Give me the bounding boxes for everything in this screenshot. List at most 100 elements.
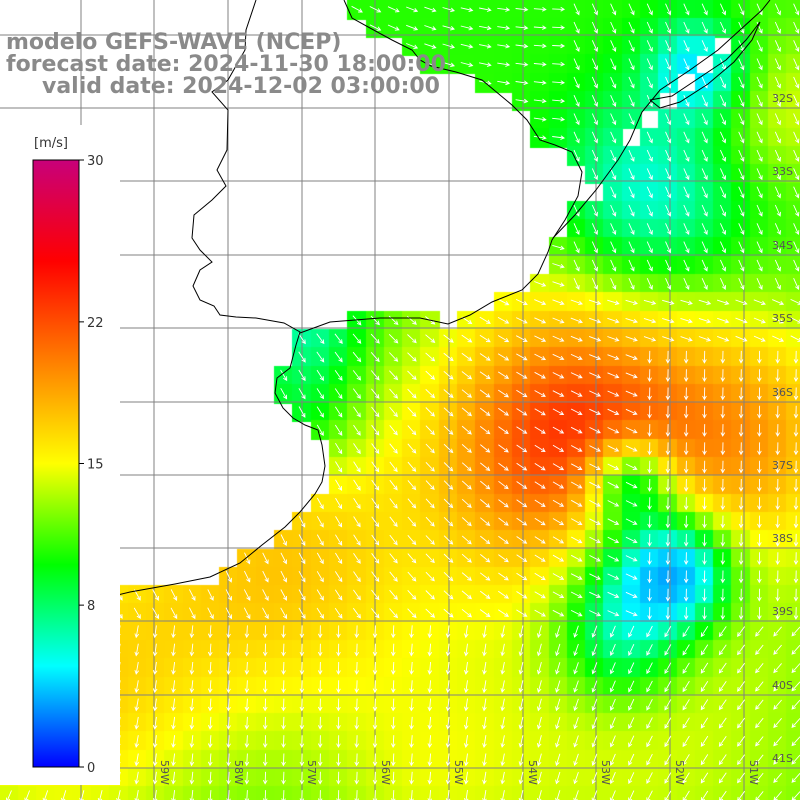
wind-arrow [701,186,708,199]
wind-arrow [628,259,635,272]
wind-arrow [281,790,286,800]
wind-arrow [189,753,195,767]
wind-arrow [281,680,286,694]
wind-arrow [610,223,617,236]
wind-arrow [443,553,454,563]
wind-arrow [534,499,546,508]
wind-arrow [628,790,635,800]
wind-arrow [498,407,509,416]
wind-arrow [152,680,158,694]
wind-arrow [479,62,492,67]
wind-arrow [371,608,380,619]
wind-arrow [226,753,231,767]
wind-arrow [425,590,435,600]
wind-arrow [700,680,709,693]
wind-arrow [738,259,745,272]
wind-arrow [573,21,580,34]
wind-arrow [244,661,250,675]
wind-arrow [427,753,433,767]
wind-arrow [516,572,528,581]
latitude-label: 32S [772,92,793,105]
wind-arrow [573,753,579,766]
wind-arrow [683,95,690,107]
wind-arrow [552,6,566,12]
wind-arrow [738,369,744,383]
wind-arrow [607,591,620,598]
wind-arrow [591,259,598,272]
wind-arrow [573,698,579,712]
wind-arrow [500,662,505,675]
wind-arrow [702,442,707,456]
wind-arrow [226,735,231,749]
wind-arrow [591,113,598,126]
wind-arrow [244,753,250,767]
wind-arrow [226,680,231,694]
wind-arrow [683,552,689,566]
wind-arrow [647,424,652,437]
wind-arrow [665,21,672,34]
wind-arrow [299,680,305,694]
wind-arrow [482,753,487,767]
wind-arrow [591,680,598,693]
wind-arrow [534,426,546,434]
wind-arrow [425,535,435,545]
wind-arrow [647,350,652,364]
wind-arrow [662,299,675,305]
wind-arrow [665,405,671,419]
wind-arrow [552,43,566,49]
wind-arrow [407,480,417,491]
wind-arrow [334,333,343,345]
wind-arrow [262,643,268,657]
latitude-label: 40S [772,679,793,692]
wind-arrow [171,716,176,730]
wind-arrow [390,661,396,675]
wind-arrow [591,149,598,162]
wind-arrow [24,790,31,800]
wind-arrow [589,426,601,434]
wind-arrow [497,62,511,67]
wind-arrow [244,552,251,565]
wind-arrow [427,735,433,749]
wind-arrow [701,113,708,126]
wind-arrow [463,771,469,785]
wind-arrow [516,609,528,617]
wind-arrow [628,76,635,89]
wind-arrow [372,698,378,712]
wind-arrow [609,753,616,766]
colorbar-gradient [32,159,80,768]
wind-arrow [607,536,620,544]
wind-arrow [390,753,396,767]
wind-arrow [793,241,800,254]
wind-arrow [665,497,671,511]
wind-arrow [701,204,708,217]
wind-arrow [570,317,583,324]
wind-arrow [607,518,620,525]
wind-arrow [372,716,378,730]
wind-arrow [389,479,398,491]
wind-arrow [570,390,583,397]
wind-arrow [774,113,781,126]
wind-arrow [720,369,726,383]
wind-arrow [299,625,305,639]
wind-arrow [298,333,306,345]
wind-arrow [371,553,380,564]
wind-arrow [625,299,638,305]
wind-arrow [628,278,635,290]
wind-arrow [134,698,140,712]
wind-arrow [552,61,566,67]
wind-arrow [97,790,103,800]
wind-arrow [281,716,286,730]
wind-arrow [406,24,419,31]
wind-arrow [555,790,561,800]
wind-arrow [610,204,617,217]
wind-arrow [479,353,491,361]
wind-arrow [425,334,436,344]
wind-arrow [646,753,653,766]
wind-arrow [628,186,635,199]
wind-arrow [573,790,579,800]
wind-arrow [717,317,730,324]
latitude-label: 33S [772,165,793,178]
wind-arrow [591,131,598,144]
wind-arrow [646,3,653,16]
wind-arrow [755,663,764,674]
